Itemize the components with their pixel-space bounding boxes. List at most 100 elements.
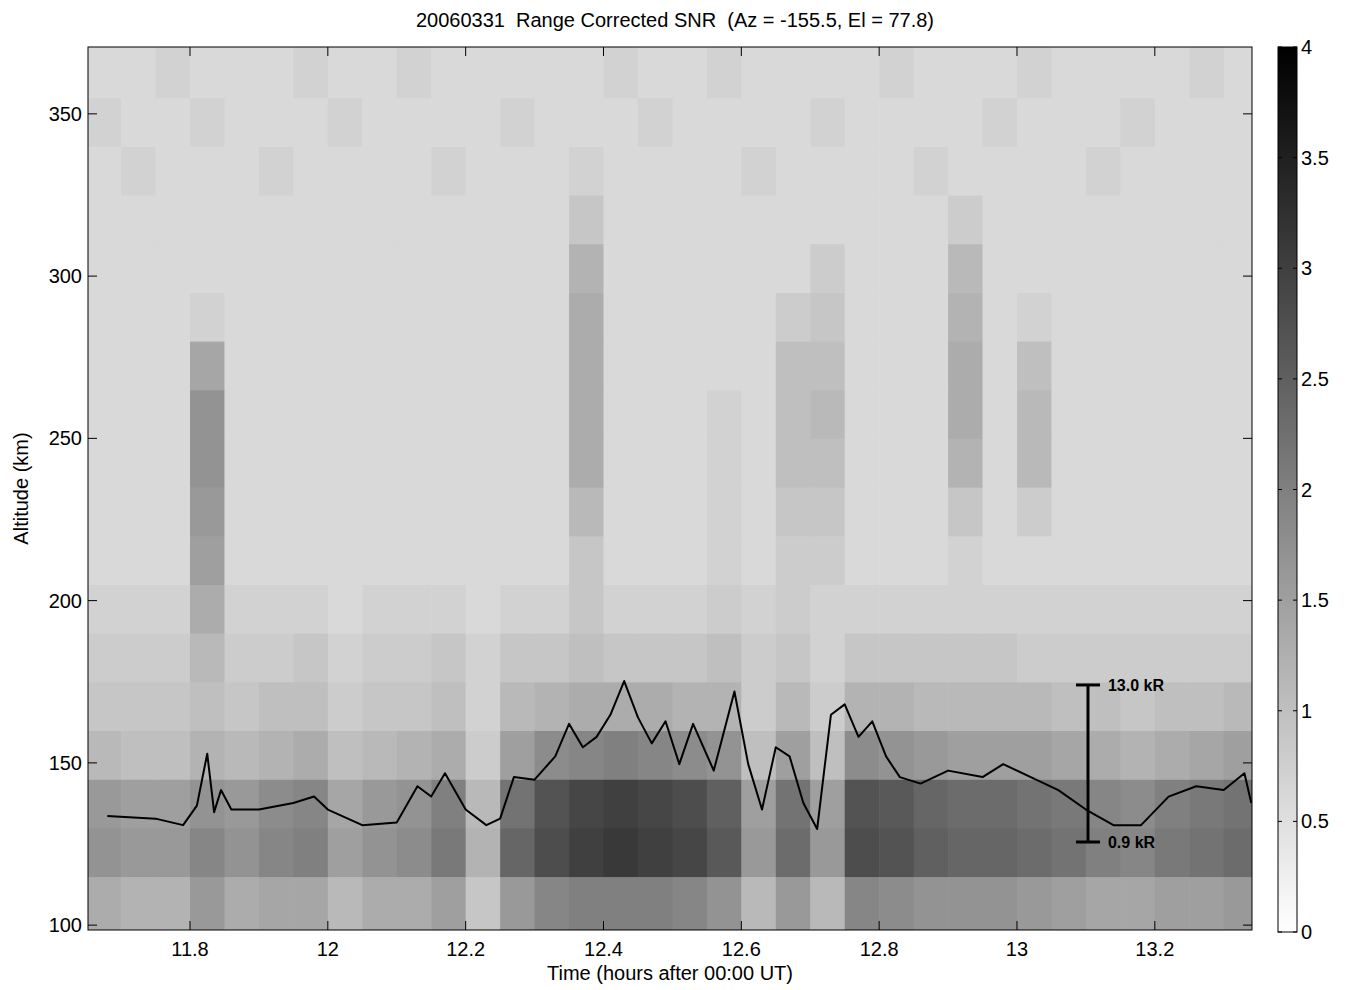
color-bar-tick [1278, 268, 1282, 269]
heatmap-cell [948, 146, 983, 195]
heatmap-cell [707, 195, 742, 244]
heatmap-cell [397, 98, 432, 147]
heatmap-cell [983, 584, 1018, 633]
heatmap-cell [328, 341, 363, 390]
y-tick-label: 300 [49, 265, 82, 287]
heatmap-cell [500, 146, 535, 195]
heatmap-cell [397, 487, 432, 536]
heatmap-cell [948, 682, 983, 731]
heatmap-cell [914, 584, 949, 633]
heatmap-cell [1224, 438, 1252, 487]
heatmap-cell [1051, 341, 1086, 390]
heatmap-cell [293, 828, 328, 877]
heatmap-cell [190, 828, 225, 877]
heatmap-cell [1086, 390, 1121, 439]
heatmap-cell [741, 584, 776, 633]
heatmap-cell [672, 828, 707, 877]
heatmap-cell [741, 682, 776, 731]
heatmap-cell [983, 536, 1018, 585]
heatmap-cell [879, 341, 914, 390]
heatmap-cell [707, 730, 742, 779]
heatmap-cell [741, 98, 776, 147]
heatmap-cell [776, 876, 811, 930]
heatmap-cell [1051, 487, 1086, 536]
heatmap-cell [1120, 390, 1155, 439]
heatmap-cell [259, 390, 294, 439]
heatmap-cell [810, 195, 845, 244]
heatmap-cell [638, 47, 673, 98]
heatmap-cell [466, 390, 501, 439]
heatmap-cell [224, 487, 259, 536]
color-bar-label: 4 [1301, 36, 1312, 58]
heatmap-cell [156, 730, 191, 779]
heatmap-cell [1120, 584, 1155, 633]
heatmap-cell [466, 292, 501, 341]
heatmap-cell [741, 47, 776, 98]
heatmap-cell [810, 487, 845, 536]
heatmap-cell [328, 292, 363, 341]
scale-bracket-cap [1076, 683, 1100, 686]
heatmap-cell [1189, 536, 1224, 585]
heatmap-cell [948, 390, 983, 439]
heatmap-cell [1017, 341, 1052, 390]
heatmap-cell [983, 779, 1018, 828]
y-tick [1243, 276, 1252, 277]
heatmap-cell [879, 195, 914, 244]
heatmap-cell [88, 487, 122, 536]
x-tick [741, 47, 742, 56]
heatmap-cell [466, 244, 501, 293]
heatmap-cell [603, 146, 638, 195]
heatmap-cell [983, 633, 1018, 682]
heatmap-cell [569, 828, 604, 877]
heatmap-cell [776, 146, 811, 195]
heatmap-cell [224, 584, 259, 633]
x-tick [465, 921, 466, 930]
heatmap-cell [845, 876, 880, 930]
heatmap-cell [1155, 146, 1190, 195]
heatmap-cell [1224, 341, 1252, 390]
heatmap-cell [224, 292, 259, 341]
heatmap-cell [259, 633, 294, 682]
heatmap-cell [397, 536, 432, 585]
y-tick-label: 200 [49, 590, 82, 612]
scale-bracket-cap [1076, 840, 1100, 843]
color-bar-tick [1293, 821, 1297, 822]
color-bar-tick [1278, 489, 1282, 490]
heatmap-cell [224, 146, 259, 195]
heatmap-cell [1155, 876, 1190, 930]
heatmap-cell [535, 244, 570, 293]
heatmap-cell [1086, 438, 1121, 487]
heatmap-cell [1017, 47, 1052, 98]
heatmap-cell [156, 682, 191, 731]
heatmap-cell [500, 292, 535, 341]
heatmap-cell [1155, 584, 1190, 633]
heatmap-cell [362, 730, 397, 779]
heatmap-cell [741, 146, 776, 195]
heatmap-cell [569, 146, 604, 195]
heatmap-cell [535, 341, 570, 390]
heatmap-cell [88, 146, 122, 195]
heatmap-cell [1189, 487, 1224, 536]
heatmap-cell [810, 390, 845, 439]
heatmap-cell [259, 341, 294, 390]
heatmap-cell [190, 292, 225, 341]
color-bar-tick [1278, 600, 1282, 601]
x-tick [603, 921, 604, 930]
heatmap-cell [535, 438, 570, 487]
heatmap-cell [1189, 390, 1224, 439]
heatmap-cell [707, 633, 742, 682]
heatmap-cell [397, 390, 432, 439]
heatmap-cell [466, 536, 501, 585]
heatmap-cell [810, 779, 845, 828]
heatmap-cell [500, 341, 535, 390]
x-tick [1016, 47, 1017, 56]
heatmap-cell [948, 876, 983, 930]
heatmap-cell [1224, 828, 1252, 877]
heatmap-cell [156, 536, 191, 585]
heatmap-cell [603, 730, 638, 779]
y-tick [88, 113, 97, 114]
heatmap-cell [1051, 536, 1086, 585]
heatmap-cell [1120, 341, 1155, 390]
heatmap-cell [156, 195, 191, 244]
heatmap-cell [603, 390, 638, 439]
